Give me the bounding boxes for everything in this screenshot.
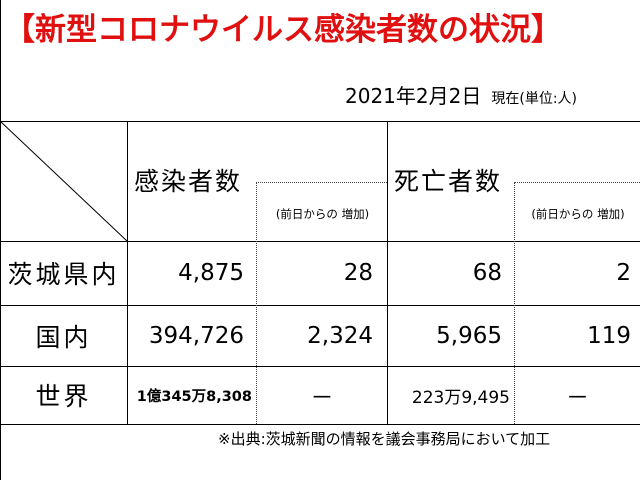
date-line: 2021年2月2日 現在(単位:人) [345, 82, 577, 110]
diagonal-corner [0, 121, 128, 242]
col-divider-1 [127, 121, 128, 424]
cell-world-deaths-increase: － [566, 385, 589, 411]
col-divider-2-dotted [256, 182, 257, 424]
table-top-border [0, 121, 640, 122]
cell-world-deaths: 223万9,495 [411, 387, 510, 408]
row-divider-1 [0, 241, 640, 242]
page-title: 【新型コロナウイルス感染者数の状況】 [4, 12, 562, 48]
header-deaths-increase: (前日からの 増加) [531, 207, 625, 221]
cell-japan-infected: 394,726 [148, 322, 244, 349]
cell-ibaraki-deaths-increase: 2 [616, 260, 631, 286]
header-infected: 感染者数 [134, 167, 243, 196]
row-divider-3 [0, 366, 640, 367]
header-deaths: 死亡者数 [394, 167, 503, 196]
report-date: 2021年2月2日 [345, 84, 482, 108]
cell-japan-deaths: 5,965 [436, 322, 502, 349]
cell-world-infected: 1億345万8,308 [136, 388, 252, 405]
source-note: ※出典:茨城新聞の情報を議会事務局において加工 [218, 430, 551, 448]
row-label-japan: 国内 [35, 322, 92, 352]
cell-ibaraki-infected: 4,875 [178, 260, 244, 286]
col-divider-3 [387, 121, 388, 424]
table-bottom-border [0, 424, 640, 425]
cell-ibaraki-deaths: 68 [472, 260, 502, 286]
row-divider-2 [0, 305, 640, 306]
cell-ibaraki-infected-increase: 28 [343, 260, 373, 286]
header-sub-divider-2 [514, 182, 640, 183]
col-divider-4-dotted [514, 182, 515, 424]
cell-world-infected-increase: － [310, 385, 334, 411]
row-label-ibaraki: 茨城県内 [7, 260, 120, 289]
cell-japan-infected-increase: 2,324 [307, 322, 373, 349]
unit-label: 現在(単位:人) [491, 91, 577, 107]
row-label-world: 世界 [35, 382, 92, 411]
header-sub-divider-1 [256, 182, 387, 183]
header-infected-increase: (前日からの 増加) [275, 207, 370, 221]
cell-japan-deaths-increase: 119 [587, 322, 631, 349]
